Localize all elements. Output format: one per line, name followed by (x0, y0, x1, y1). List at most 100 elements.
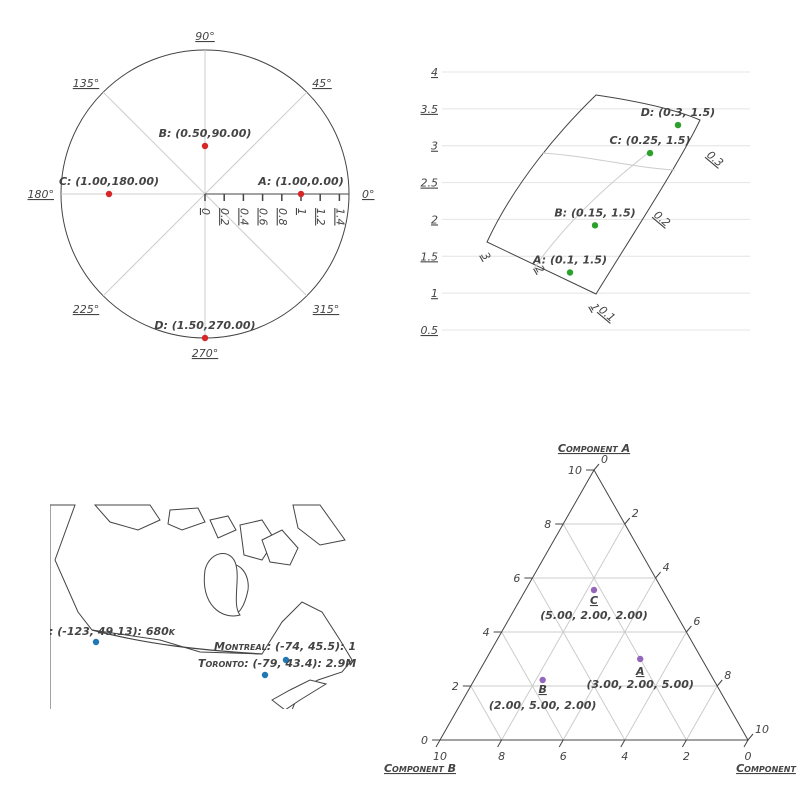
ternary-point (539, 676, 546, 684)
ternary-gridline-b (470, 685, 503, 741)
polar-radial-tick-label: 0 (199, 208, 212, 215)
ternary-b-tick (435, 739, 441, 748)
polar-point (105, 190, 113, 198)
ternary-b-tick (620, 739, 626, 748)
ternary-point-label: (5.00, 2.00, 2.00) (540, 609, 648, 622)
carpet-point-label: D: (0.3, 1.5) (641, 106, 715, 119)
ternary-gridline-b (501, 631, 564, 741)
carpet-y-tick-label: 2 (431, 213, 438, 226)
ternary-c-tick (655, 571, 661, 579)
ternary-a-tick-label: 4 (483, 626, 490, 639)
geo-land-arctic-3 (209, 515, 237, 539)
ternary-a-tick-label: 10 (568, 464, 582, 477)
ternary-c-axis-title: Component (736, 762, 796, 775)
ternary-b-tick-label: 8 (498, 750, 505, 763)
polar-angular-tick-label: 90° (195, 30, 215, 43)
polar-angular-tick-label: 180° (28, 188, 55, 201)
ternary-gridline-b (531, 577, 626, 741)
ternary-c-tick-label: 8 (724, 669, 731, 682)
ternary-gridline-c (624, 631, 687, 741)
geo-point-label: Montreal: (-74, 45.5): 1.8M (214, 640, 379, 653)
carpet-y-tick-label: 1.5 (421, 250, 439, 263)
polar-point-label: C: (1.00,180.00) (59, 175, 159, 188)
ternary-chart: 0 2 4 6 8 10 10 8 6 4 2 0 0 2 4 6 8 10 Component A Componen… (384, 442, 796, 775)
carpet-y-tick-label: 2.5 (421, 177, 439, 190)
polar-angular-tick-label: 0° (362, 188, 375, 201)
geo-land-ungava (203, 553, 241, 617)
polar-angular-gridline (204, 193, 308, 297)
ternary-c-tick-label: 2 (632, 507, 639, 520)
polar-angular-tick-label: 315° (313, 303, 340, 316)
geo-land-canada (50, 504, 353, 709)
polar-angular-tick-label: 225° (73, 303, 100, 316)
ternary-b-tick-label: 2 (683, 750, 690, 763)
polar-angular-tick-label: 135° (73, 77, 100, 90)
polar-point-label: B: (0.50,90.00) (159, 127, 252, 140)
polar-radial-tick-label: 1.2 (314, 208, 327, 226)
geo-point (261, 671, 269, 679)
polar-angular-gridline (102, 91, 206, 195)
ternary-b-tick-label: 10 (433, 750, 447, 763)
carpet-point-label: C: (0.25, 1.5) (610, 134, 691, 147)
carpet-a-tick-label: 0.3 (704, 148, 726, 169)
carpet-grid-line-a2 (532, 149, 653, 271)
polar-point-label: A: (1.00,0.00) (257, 175, 343, 188)
carpet-y-tick-label: 3 (431, 140, 438, 153)
polar-angular-tick-label: 270° (192, 347, 219, 360)
carpet-b-tick-label: 3 (478, 250, 493, 263)
polar-angular-gridline (204, 91, 308, 195)
geo-land-arctic-1 (93, 504, 161, 531)
polar-chart: 0° 45° 90° 135° 180° 225° 270° 315° 0 0.2 0.4 0.6 0.… (28, 30, 375, 360)
ternary-c-tick (716, 679, 723, 687)
geo-map-area: Vancouver: (-123, 49.13): 680k Montreal: … (50, 504, 379, 709)
ternary-c-tick-label: 0 (601, 453, 608, 466)
carpet-boundary (486, 94, 701, 295)
carpet-y-tick-label: 1 (431, 287, 438, 300)
ternary-point (637, 655, 644, 663)
polar-radial-tick-label: 0.4 (237, 208, 250, 226)
geo-point (282, 656, 290, 664)
geo-land-arctic-2 (167, 507, 206, 531)
ternary-a-tick-label: 2 (452, 680, 459, 693)
ternary-b-tick-label: 6 (560, 750, 567, 763)
ternary-b-tick (743, 739, 749, 748)
ternary-a-axis-title: Component A (558, 442, 630, 455)
polar-radial-tick-label: 0.8 (276, 208, 289, 226)
ternary-c-tick (747, 733, 754, 741)
ternary-point-name: A (635, 665, 645, 678)
carpet-point (646, 149, 654, 157)
polar-radial-tick-label: 1.4 (333, 208, 346, 226)
carpet-point-label: B: (0.15, 1.5) (554, 206, 635, 219)
ternary-b-tick-label: 0 (745, 750, 752, 763)
ternary-a-tick-label: 0 (421, 734, 428, 747)
ternary-point-label: (3.00, 2.00, 5.00) (586, 678, 694, 691)
ternary-point-name: B (538, 683, 546, 696)
ternary-a-tick-label: 8 (544, 518, 551, 531)
ternary-b-tick (497, 739, 503, 748)
ternary-c-tick (593, 463, 600, 471)
ternary-b-tick-label: 4 (621, 750, 628, 763)
geo-border-line (91, 629, 263, 655)
geo-map-chart: Vancouver: (-123, 49.13): 680k Montreal: … (50, 504, 379, 709)
polar-angular-gridline (102, 193, 206, 297)
ternary-c-tick-label: 6 (693, 615, 700, 628)
geo-point-label: Toronto: (-79, 43.4): 2.9M (198, 657, 356, 670)
ternary-c-tick-label: 4 (663, 561, 670, 574)
carpet-y-tick-label: 4 (431, 66, 438, 79)
polar-radial-tick-label: 0.2 (218, 208, 231, 226)
ternary-point-label: (2.00, 5.00, 2.00) (489, 699, 597, 712)
polar-angular-tick-label: 45° (312, 77, 332, 90)
ternary-b-tick (681, 739, 687, 748)
ternary-point (590, 586, 598, 594)
ternary-c-tick (686, 625, 692, 633)
ternary-gridline-c (562, 577, 657, 741)
carpet-point-label: A: (0.1, 1.5) (532, 254, 607, 267)
carpet-a-tick-label: 0.2 (651, 208, 673, 229)
ternary-triangle (439, 468, 749, 741)
carpet-point (674, 121, 682, 129)
carpet-point (591, 222, 599, 229)
ternary-b-tick (558, 739, 564, 748)
polar-point (297, 190, 305, 198)
